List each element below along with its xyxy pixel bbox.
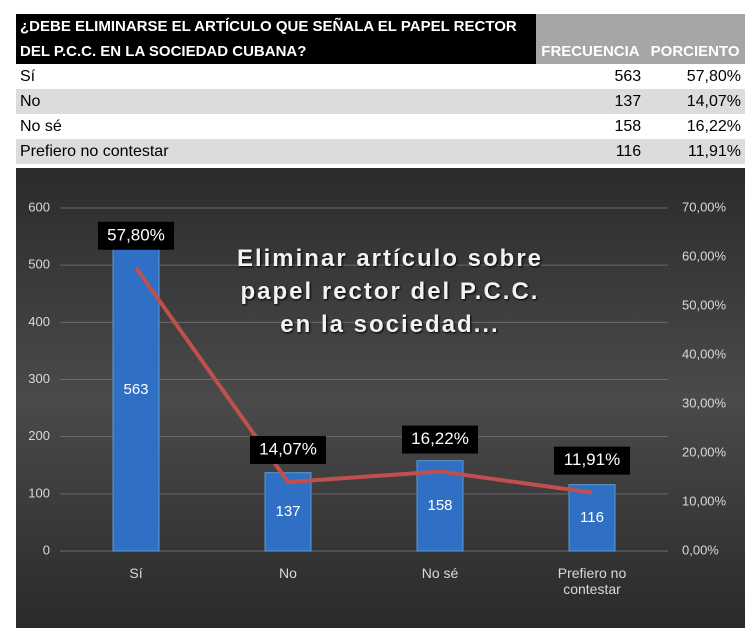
table-cell: No sé <box>16 114 536 139</box>
column-header: FRECUENCIA <box>535 39 646 64</box>
header-cell <box>645 14 745 39</box>
y2-tick-label: 0,00% <box>682 542 719 557</box>
table-row: Prefiero no contestar 116 11,91% <box>16 139 745 164</box>
y-tick-label: 500 <box>28 257 50 272</box>
x-tick-label: Sí <box>129 565 143 581</box>
table-cell: 11,91% <box>645 139 745 164</box>
table-cell: 116 <box>535 139 646 164</box>
x-tick-label: Prefiero no contestar <box>557 565 627 597</box>
y2-tick-label: 40,00% <box>682 346 727 361</box>
header-row: DEL P.C.C. EN LA SOCIEDAD CUBANA? FRECUE… <box>16 39 745 64</box>
line-value-label: 11,91% <box>564 450 620 469</box>
y-tick-label: 600 <box>28 199 50 214</box>
table-cell: 14,07% <box>645 89 745 114</box>
header-cell <box>535 14 646 39</box>
line-value-label: 16,22% <box>411 429 469 448</box>
chart: 0 100 200 300 400 500 600 0,00% 10,00% 20,00% 30,0… <box>16 168 745 628</box>
table-row: Sí 563 57,80% <box>16 64 745 89</box>
column-header: PORCIENTO <box>645 39 745 64</box>
table-cell: 57,80% <box>645 64 745 89</box>
label-box <box>98 221 174 250</box>
header-title: DEL P.C.C. EN LA SOCIEDAD CUBANA? <box>16 39 536 64</box>
bar <box>568 484 616 552</box>
y2-tick-label: 30,00% <box>682 395 727 410</box>
bar <box>416 460 464 552</box>
y-tick-label: 0 <box>43 542 50 557</box>
y-tick-label: 200 <box>28 428 50 443</box>
chart-title: Eliminar artículo sobre papel rector del… <box>236 245 544 338</box>
table-cell: Sí <box>16 64 536 89</box>
table-cell: Prefiero no contestar <box>16 139 536 164</box>
y2-tick-label: 60,00% <box>682 248 727 263</box>
header-row: ¿DEBE ELIMINARSE EL ARTÍCULO QUE SEÑALA … <box>16 14 745 39</box>
line-value-label: 57,80% <box>107 225 165 244</box>
bar <box>264 472 312 552</box>
y-tick-label: 300 <box>28 371 50 386</box>
y-tick-label: 100 <box>28 485 50 500</box>
y-tick-label: 400 <box>28 314 50 329</box>
label-box <box>402 425 478 454</box>
table-cell: No <box>16 89 536 114</box>
table-cell: 158 <box>535 114 646 139</box>
y2-tick-label: 10,00% <box>682 493 727 508</box>
table-cell: 137 <box>535 89 646 114</box>
line-value-label: 14,07% <box>259 440 317 459</box>
y2-tick-label: 20,00% <box>682 444 727 459</box>
label-box <box>250 436 326 465</box>
data-table: ¿DEBE ELIMINARSE EL ARTÍCULO QUE SEÑALA … <box>16 14 745 164</box>
table-row: No 137 14,07% <box>16 89 745 114</box>
y2-tick-label: 50,00% <box>682 297 727 312</box>
bar-value-label: 116 <box>580 509 604 526</box>
bar-value-label: 158 <box>427 497 452 514</box>
bar-value-label: 563 <box>123 381 148 398</box>
x-tick-label: No <box>279 565 297 581</box>
line <box>134 266 593 495</box>
label-box <box>554 446 630 475</box>
table-cell: 16,22% <box>645 114 745 139</box>
table-cell: 563 <box>535 64 646 89</box>
header-title: ¿DEBE ELIMINARSE EL ARTÍCULO QUE SEÑALA … <box>16 14 536 39</box>
bar-value-label: 137 <box>275 503 300 520</box>
table-row: No sé 158 16,22% <box>16 114 745 139</box>
x-tick-label: No sé <box>421 565 459 581</box>
y2-tick-label: 70,00% <box>682 199 727 214</box>
